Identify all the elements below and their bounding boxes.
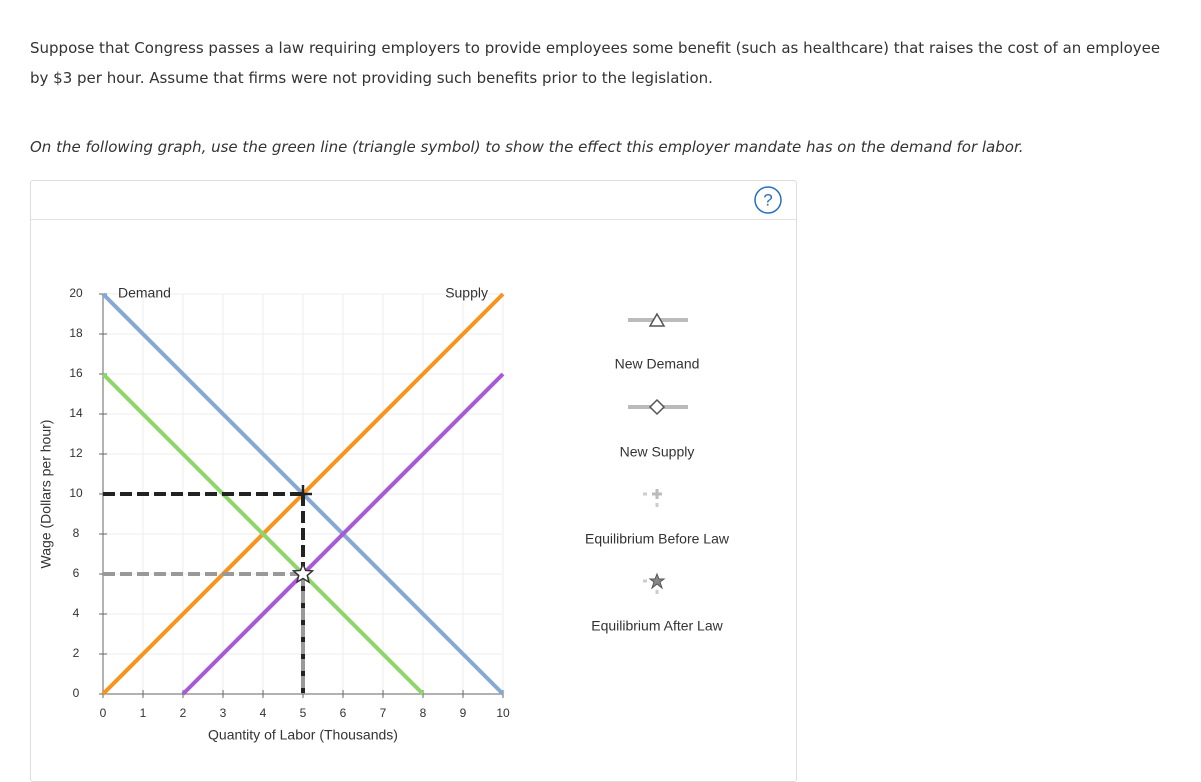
x-tick-label: 1 [140,706,147,720]
x-tick-label: 2 [180,706,187,720]
guide-line [103,572,305,694]
instruction: On the following graph, use the green li… [30,138,1024,156]
palette-dash [643,579,659,594]
palette-star[interactable] [648,572,666,590]
y-tick-label: 20 [69,286,83,300]
x-tick-label: 5 [300,706,307,720]
y-tick-label: 10 [69,486,83,500]
x-tick-label: 9 [460,706,467,720]
equilibrium-marker [291,562,315,584]
palette-label: New Demand [615,356,700,372]
y-axis-title: Wage (Dollars per hour) [38,420,54,569]
palette: New Demand New Supply Equilibrium Before… [585,312,730,634]
x-tick-label: 3 [220,706,227,720]
x-axis-title: Quantity of Labor (Thousands) [208,727,398,743]
equilibrium-marker [294,485,312,503]
page: Suppose that Congress passes a law requi… [30,39,1161,782]
y-tick-label: 0 [73,686,80,700]
series-line [181,372,505,696]
y-tick-label: 2 [73,646,80,660]
y-tick-label: 6 [73,566,80,580]
series-line [101,372,425,696]
panel-header-rule [31,219,796,220]
palette-label: New Supply [620,444,695,460]
y-tick-label: 4 [73,606,80,620]
problem-text: Suppose that Congress passes a law requi… [30,39,1161,87]
x-tick-label: 8 [420,706,427,720]
x-tick-label: 0 [100,706,107,720]
y-tick-label: 16 [69,366,83,380]
series-label: Supply [445,285,488,301]
chart: ? New Demand New Supply Equilibrium Befo… [38,186,782,743]
palette-diamond[interactable] [648,398,666,416]
y-tick-label: 18 [69,326,83,340]
y-tick-label: 14 [69,406,83,420]
palette-triangle[interactable] [648,312,666,327]
x-tick-label: 4 [260,706,267,720]
y-tick-label: 12 [69,446,83,460]
palette-label: Equilibrium After Law [591,618,723,634]
x-tick-label: 7 [380,706,387,720]
palette-dash [643,492,659,507]
x-tick-label: 10 [496,706,510,720]
series-label: Demand [118,285,171,301]
palette-label: Equilibrium Before Law [585,531,730,547]
help-icon[interactable] [754,186,782,214]
y-tick-label: 8 [73,526,80,540]
help-label[interactable]: ? [763,190,772,209]
x-tick-label: 6 [340,706,347,720]
palette-plus[interactable] [652,489,662,499]
